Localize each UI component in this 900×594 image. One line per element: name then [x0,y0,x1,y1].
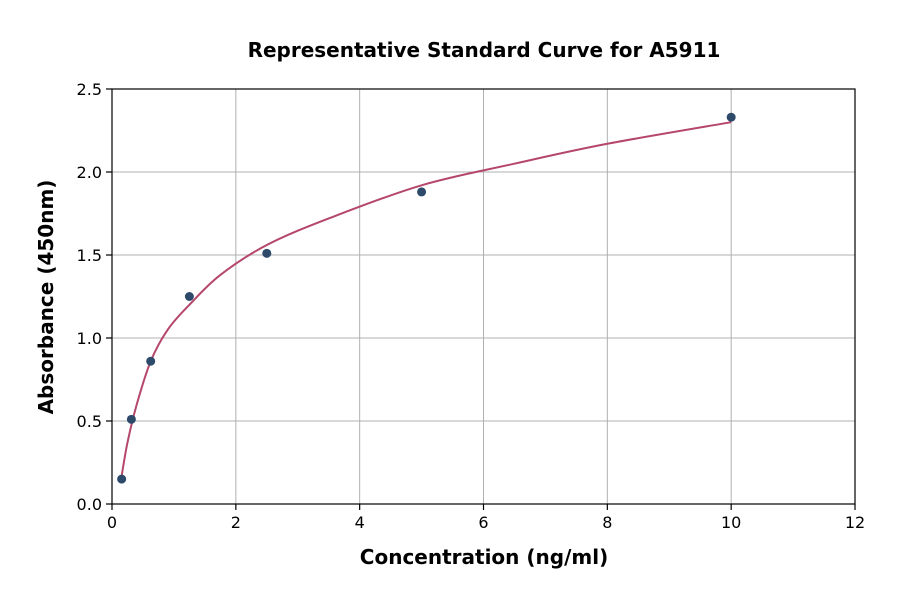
data-point [262,248,272,258]
grid [111,88,856,505]
fit-curve-layer [120,121,732,476]
axis-ticks: 0 2 4 6 8 10 12 0.0 0.5 1.0 1.5 2.0 2.5 [77,80,866,532]
y-tick-label: 1.5 [77,246,102,265]
x-tick-label: 0 [107,513,117,532]
chart-title: Representative Standard Curve for A5911 [248,38,721,62]
data-point [417,187,427,197]
data-point [126,414,136,424]
fit-curve-line [120,121,732,476]
x-tick-label: 2 [231,513,241,532]
x-tick-label: 4 [355,513,365,532]
y-axis-label: Absorbance (450nm) [34,180,58,415]
y-tick-label: 1.0 [77,329,102,348]
x-tick-label: 12 [845,513,865,532]
y-tick-label: 0.5 [77,412,102,431]
data-point [146,356,156,366]
x-tick-label: 10 [721,513,741,532]
x-tick-label: 6 [478,513,488,532]
y-tick-label: 2.5 [77,80,102,99]
data-point [726,112,736,122]
data-point [117,474,127,484]
data-points-layer [117,112,736,484]
x-tick-label: 8 [602,513,612,532]
y-tick-label: 0.0 [77,495,102,514]
data-point [184,292,194,301]
x-axis-label: Concentration (ng/ml) [360,545,608,569]
y-tick-label: 2.0 [77,163,102,182]
